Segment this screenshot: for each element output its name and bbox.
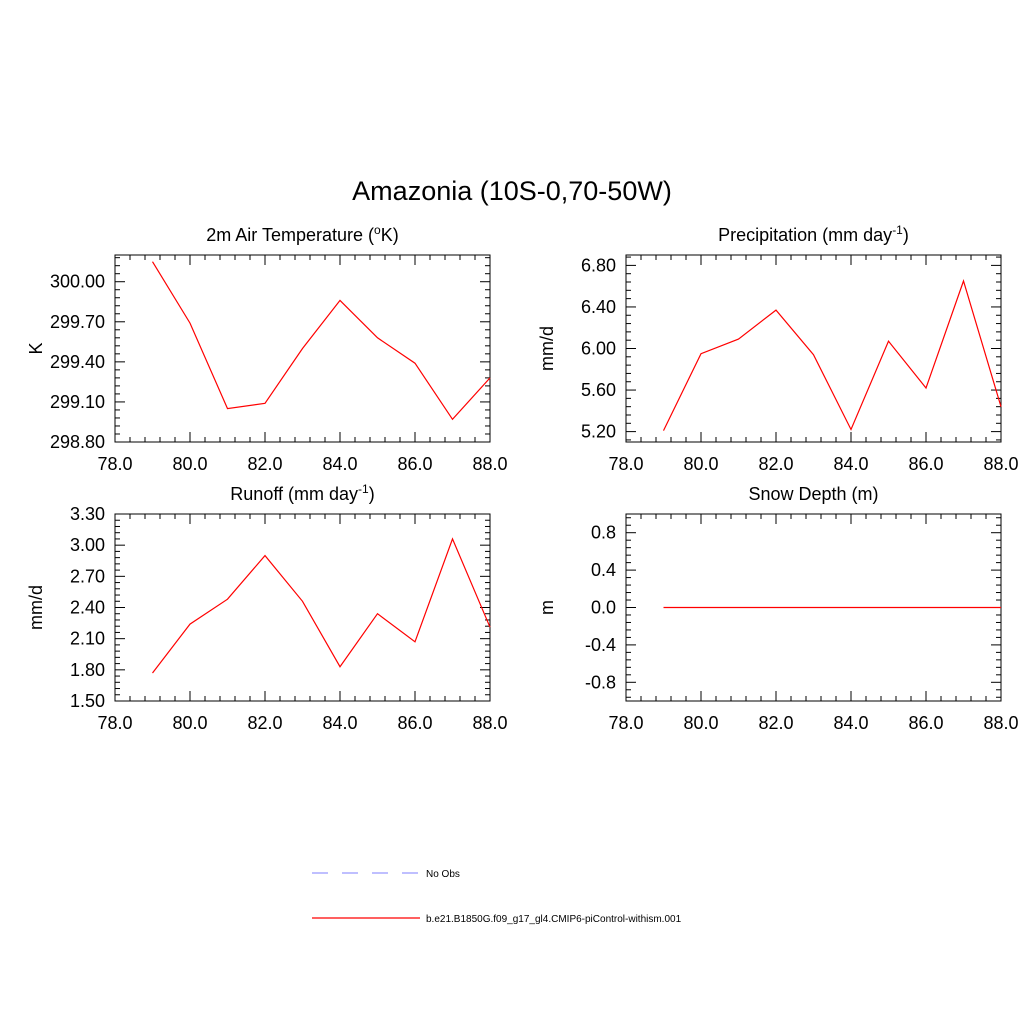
figure-title: Amazonia (10S-0,70-50W) (352, 176, 672, 206)
x-tick-label: 82.0 (247, 713, 282, 733)
x-tick-label: 84.0 (322, 454, 357, 474)
y-axis-label: K (26, 342, 46, 354)
x-tick-label: 80.0 (172, 713, 207, 733)
chart-panels: 2m Air Temperature (oK) K 78.0 80.0 82.0 84.0… (26, 223, 1019, 733)
y-tick-label: 299.10 (50, 392, 105, 412)
x-tick-label: 78.0 (608, 713, 643, 733)
chart-panel-2: Precipitation (mm day-1) mm/d 78.0 80.0 82.0… (537, 223, 1019, 474)
x-tick-label: 82.0 (758, 713, 793, 733)
y-tick-label: 3.00 (70, 535, 105, 555)
x-tick-label: 88.0 (472, 713, 507, 733)
y-tick-label: 299.40 (50, 352, 105, 372)
plot-frame (114, 513, 491, 702)
x-tick-label: 78.0 (608, 454, 643, 474)
y-tick-label: 0.4 (591, 560, 616, 580)
legend: No Obs b.e21.B1850G.f09_g17_gl4.CMIP6-piC… (312, 869, 682, 925)
panel-title-text: K) (381, 225, 399, 245)
y-tick-label: 3.30 (70, 504, 105, 524)
y-tick-label: 0.8 (591, 523, 616, 543)
y-tick-label: 0.0 (591, 598, 616, 618)
x-tick-label: 86.0 (908, 454, 943, 474)
plot-frame (625, 254, 1002, 443)
y-tick-label: 298.80 (50, 432, 105, 452)
plot-frame (114, 254, 491, 443)
panel-title-text: ) (369, 484, 375, 504)
x-tick-label: 86.0 (908, 713, 943, 733)
series-line (151, 261, 491, 421)
y-tick-label: 2.10 (70, 629, 105, 649)
x-tick-label: 78.0 (97, 454, 132, 474)
x-tick-label: 80.0 (172, 454, 207, 474)
x-tick-label: 88.0 (983, 713, 1018, 733)
panel-title-text: Snow Depth (m) (748, 484, 878, 504)
y-tick-label: -0.8 (585, 672, 616, 692)
y-tick-label: 300.00 (50, 272, 105, 292)
x-tick-label: 88.0 (983, 454, 1018, 474)
x-tick-label: 84.0 (833, 454, 868, 474)
y-tick-label: 299.70 (50, 312, 105, 332)
y-tick-label: 5.20 (581, 422, 616, 442)
series-line (662, 279, 1002, 431)
x-tick-label: 84.0 (322, 713, 357, 733)
y-axis-label: m (537, 600, 557, 615)
y-tick-label: 6.80 (581, 255, 616, 275)
x-tick-label: 88.0 (472, 454, 507, 474)
y-tick-label: 6.00 (581, 339, 616, 359)
x-tick-label: 86.0 (397, 454, 432, 474)
x-tick-label: 80.0 (683, 454, 718, 474)
y-axis-label: mm/d (26, 585, 46, 630)
x-tick-label: 84.0 (833, 713, 868, 733)
y-tick-label: 1.80 (70, 660, 105, 680)
y-axis-label: mm/d (537, 326, 557, 371)
panel-title: 2m Air Temperature (oK) (206, 223, 398, 245)
panel-title-text: Precipitation (mm day (718, 225, 892, 245)
panel-title-text: 2m Air Temperature ( (206, 225, 374, 245)
series-line (152, 537, 491, 674)
y-tick-label: 2.40 (70, 598, 105, 618)
y-tick-label: 2.70 (70, 566, 105, 586)
x-tick-label: 78.0 (97, 713, 132, 733)
chart-panel-4: Snow Depth (m) m 78.0 80.0 82.0 84.0 86.0 88.0 -… (537, 484, 1019, 733)
y-tick-label: -0.4 (585, 635, 616, 655)
panel-title-superscript: -1 (892, 223, 903, 237)
x-tick-label: 80.0 (683, 713, 718, 733)
panel-title-text: ) (903, 225, 909, 245)
y-tick-label: 6.40 (581, 297, 616, 317)
panel-title: Runoff (mm day-1) (230, 482, 374, 504)
panel-title-superscript: o (374, 223, 381, 237)
chart-panel-3: Runoff (mm day-1) mm/d 78.0 80.0 82.0 84.0 86.… (26, 482, 508, 733)
x-tick-label: 86.0 (397, 713, 432, 733)
panel-title: Snow Depth (m) (748, 484, 878, 504)
panel-title-superscript: -1 (358, 482, 369, 496)
panel-title-text: Runoff (mm day (230, 484, 358, 504)
x-tick-label: 82.0 (758, 454, 793, 474)
x-tick-label: 82.0 (247, 454, 282, 474)
chart-panel-1: 2m Air Temperature (oK) K 78.0 80.0 82.0 84.0… (26, 223, 508, 474)
y-tick-label: 5.60 (581, 380, 616, 400)
legend-label-1: No Obs (426, 869, 460, 880)
y-tick-label: 1.50 (70, 691, 105, 711)
legend-label-2: b.e21.B1850G.f09_g17_gl4.CMIP6-piControl… (426, 914, 682, 925)
panel-title: Precipitation (mm day-1) (718, 223, 909, 245)
